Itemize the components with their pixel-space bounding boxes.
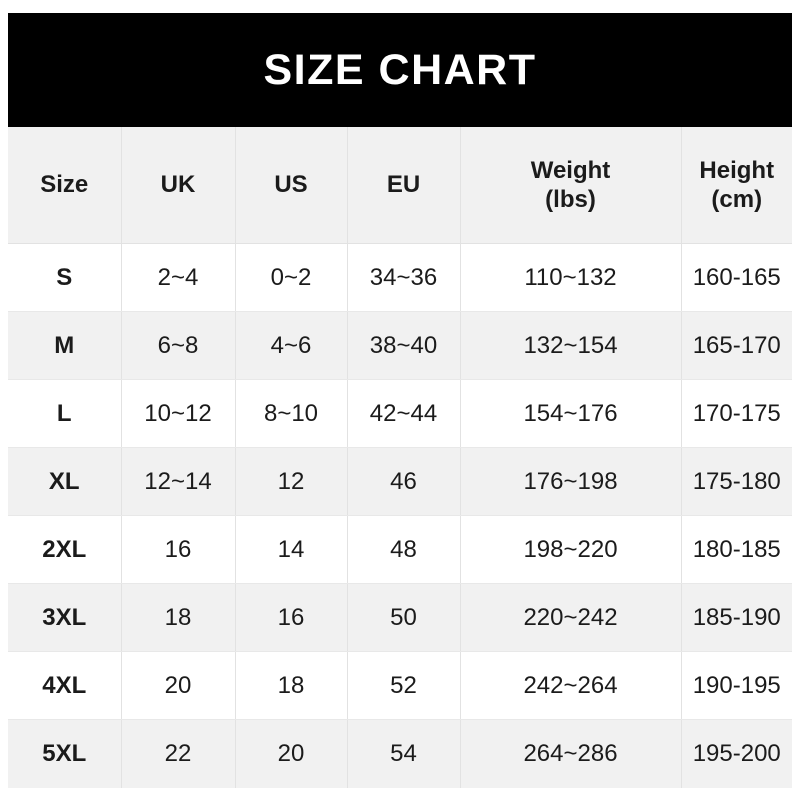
cell-size: M [8,311,122,380]
cell-uk: 22 [121,719,236,788]
table-row: S 2~4 0~2 34~36 110~132 160-165 [8,243,792,312]
cell-eu: 34~36 [347,243,461,312]
cell-us: 12 [235,447,348,516]
cell-eu: 42~44 [347,379,461,448]
cell-size: S [8,243,122,312]
cell-height: 165-170 [681,311,792,380]
cell-us: 0~2 [235,243,348,312]
column-header-weight-line-1: Weight [530,156,611,184]
column-header-us-line-1: US [274,171,308,199]
table-header-row: Size UK US EU Weight (lbs) [8,127,792,244]
column-header-height: Height (cm) [681,127,792,244]
column-header-size: Size [8,127,122,244]
cell-us: 16 [235,583,348,652]
column-header-uk-line-1: UK [160,171,196,199]
column-header-us: US [235,127,348,244]
cell-weight: 154~176 [460,379,682,448]
cell-height: 160-165 [681,243,792,312]
cell-height: 185-190 [681,583,792,652]
cell-eu: 50 [347,583,461,652]
column-header-uk: UK [121,127,236,244]
column-header-size-line-1: Size [40,171,89,199]
table-row: 5XL 22 20 54 264~286 195-200 [8,719,792,788]
table-row: 4XL 20 18 52 242~264 190-195 [8,651,792,720]
cell-size: XL [8,447,122,516]
table-row: L 10~12 8~10 42~44 154~176 170-175 [8,379,792,448]
cell-size: 5XL [8,719,122,788]
cell-uk: 16 [121,515,236,584]
cell-uk: 2~4 [121,243,236,312]
cell-weight: 110~132 [460,243,682,312]
column-header-height-line-2: (cm) [711,186,763,213]
cell-size: 4XL [8,651,122,720]
cell-eu: 46 [347,447,461,516]
cell-size: 3XL [8,583,122,652]
cell-weight: 242~264 [460,651,682,720]
cell-us: 14 [235,515,348,584]
cell-us: 4~6 [235,311,348,380]
cell-uk: 12~14 [121,447,236,516]
column-header-eu: EU [347,127,461,244]
cell-weight: 198~220 [460,515,682,584]
cell-uk: 6~8 [121,311,236,380]
table-row: 3XL 18 16 50 220~242 185-190 [8,583,792,652]
table-row: M 6~8 4~6 38~40 132~154 165-170 [8,311,792,380]
size-chart-table: Size UK US EU Weight (lbs) [8,127,792,788]
cell-uk: 20 [121,651,236,720]
cell-height: 195-200 [681,719,792,788]
cell-uk: 10~12 [121,379,236,448]
cell-uk: 18 [121,583,236,652]
cell-weight: 176~198 [460,447,682,516]
cell-us: 20 [235,719,348,788]
cell-size: L [8,379,122,448]
column-header-weight: Weight (lbs) [460,127,682,244]
cell-height: 180-185 [681,515,792,584]
cell-eu: 38~40 [347,311,461,380]
column-header-eu-line-1: EU [386,171,421,199]
cell-eu: 48 [347,515,461,584]
size-chart-table-container: Size UK US EU Weight (lbs) [8,127,792,788]
cell-height: 175-180 [681,447,792,516]
cell-height: 170-175 [681,379,792,448]
cell-height: 190-195 [681,651,792,720]
table-row: XL 12~14 12 46 176~198 175-180 [8,447,792,516]
table-header: Size UK US EU Weight (lbs) [8,127,792,244]
page-title: SIZE CHART [263,45,537,94]
cell-eu: 54 [347,719,461,788]
cell-us: 8~10 [235,379,348,448]
table-body: S 2~4 0~2 34~36 110~132 160-165 M 6~8 4~… [8,243,792,788]
cell-weight: 132~154 [460,311,682,380]
column-header-weight-line-2: (lbs) [545,186,596,213]
column-header-height-line-1: Height [699,156,775,184]
cell-weight: 264~286 [460,719,682,788]
cell-weight: 220~242 [460,583,682,652]
cell-us: 18 [235,651,348,720]
title-banner: SIZE CHART [8,13,792,127]
table-row: 2XL 16 14 48 198~220 180-185 [8,515,792,584]
cell-size: 2XL [8,515,122,584]
cell-eu: 52 [347,651,461,720]
